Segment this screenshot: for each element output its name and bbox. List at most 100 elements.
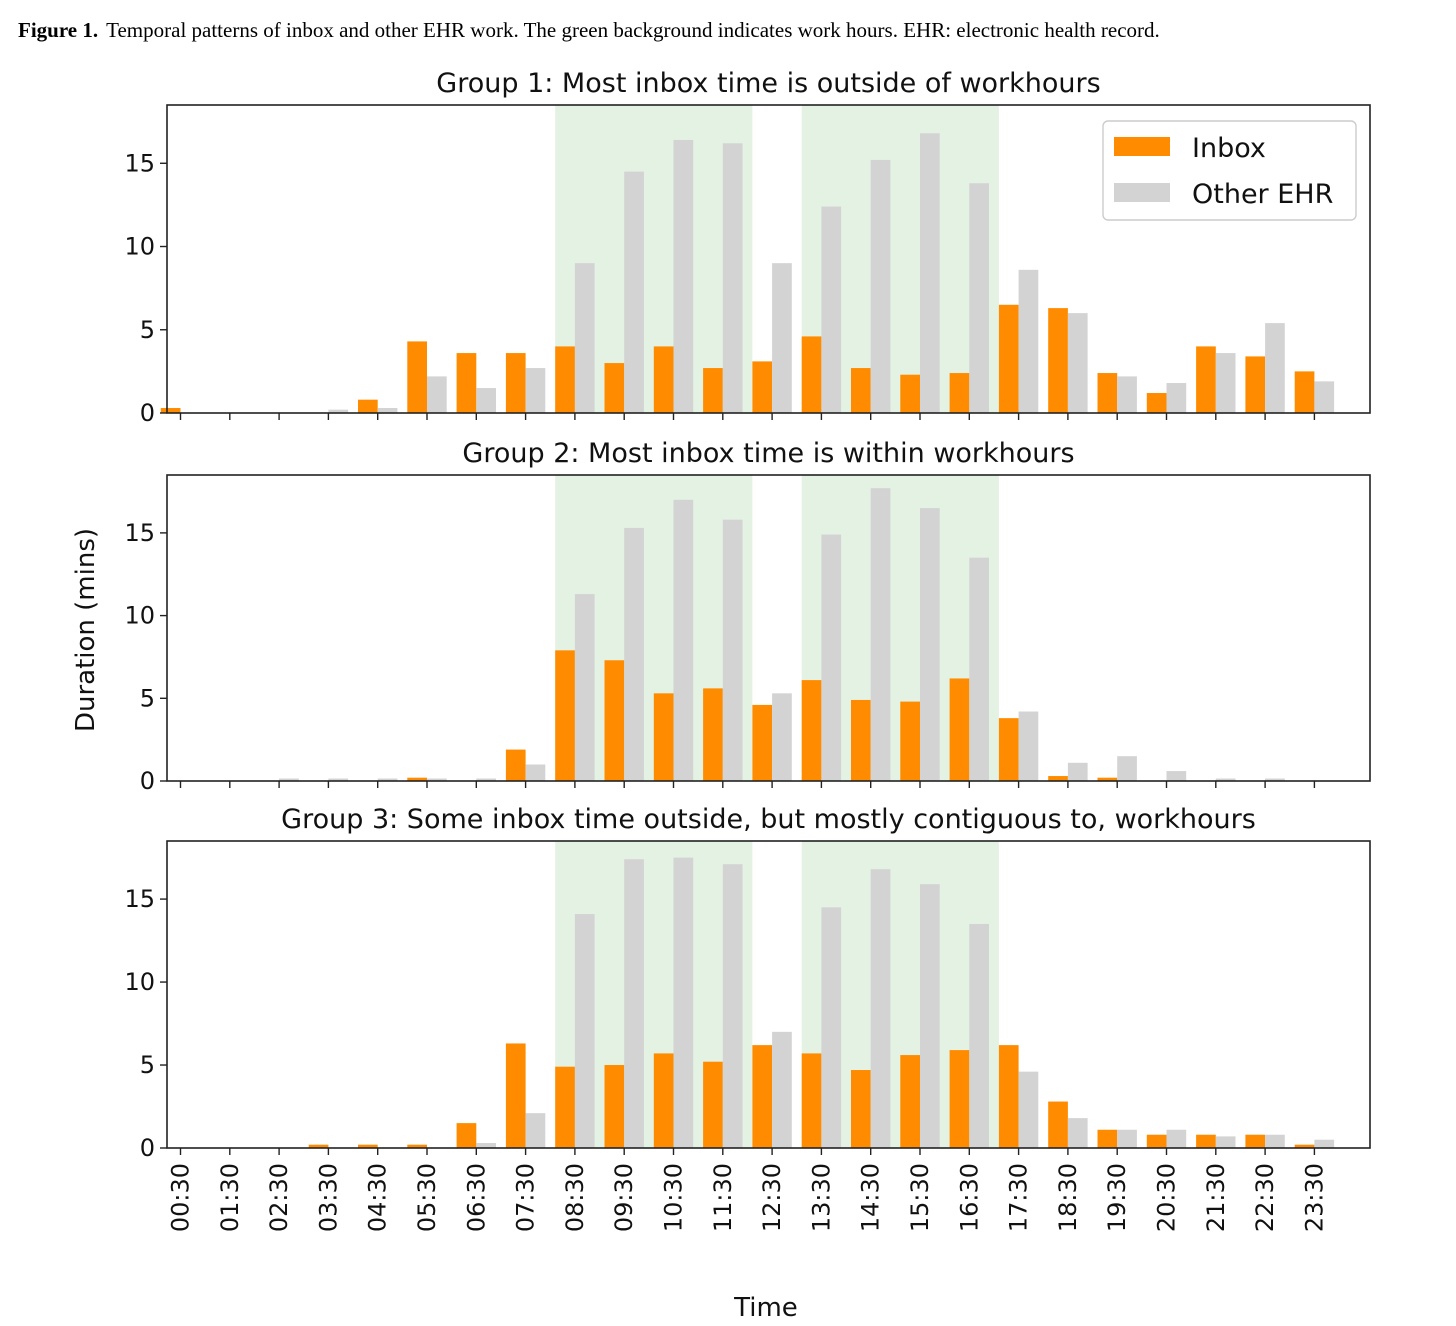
inbox-bar — [1048, 308, 1068, 413]
legend-label-other-ehr: Other EHR — [1192, 179, 1333, 210]
inbox-bar — [555, 650, 575, 781]
other-ehr-bar — [920, 133, 940, 413]
inbox-bar — [1048, 1101, 1068, 1148]
inbox-bar — [1294, 1144, 1315, 1148]
panel-2: 0 5 10 15 Group 2: Most inbox time is within… — [124, 438, 1371, 795]
y-tick-label: 5 — [140, 1051, 155, 1079]
panel-3: 0 5 10 15 Group 3: Some inbox time outside, … — [124, 804, 1371, 1162]
inbox-bar — [653, 693, 674, 781]
panel-frame — [166, 474, 1371, 782]
other-ehr-bar — [1018, 711, 1039, 781]
x-tick-label: 09:30 — [610, 1163, 638, 1232]
other-ehr-bar — [772, 263, 792, 413]
x-tick-label: 10:30 — [660, 1163, 688, 1232]
other-ehr-bar — [427, 778, 447, 781]
other-ehr-bar — [821, 907, 842, 1148]
y-tick-label: 10 — [124, 968, 155, 996]
inbox-bar — [1097, 777, 1118, 781]
legend-swatch-other-ehr — [1114, 183, 1170, 202]
inbox-bar — [851, 699, 871, 781]
other-ehr-bar — [1215, 1136, 1236, 1148]
y-tick-label: 5 — [140, 316, 155, 344]
x-tick-label: 08:30 — [561, 1163, 589, 1232]
other-ehr-bar — [1314, 1139, 1335, 1148]
other-ehr-bar — [328, 778, 349, 781]
panel-title: Group 2: Most inbox time is within workh… — [462, 438, 1074, 469]
inbox-bar — [1196, 1134, 1216, 1148]
other-ehr-bar — [1166, 771, 1187, 781]
figure-caption-text: Temporal patterns of inbox and other EHR… — [106, 18, 1160, 42]
panel-frame — [166, 840, 1371, 1149]
inbox-bar — [998, 718, 1019, 781]
inbox-bar — [801, 680, 822, 781]
inbox-bar — [900, 1055, 920, 1148]
inbox-bar — [505, 1043, 526, 1148]
other-ehr-bar — [476, 388, 496, 413]
other-ehr-bar — [1215, 353, 1236, 413]
inbox-bar — [407, 1144, 427, 1148]
other-ehr-bar — [1018, 269, 1039, 413]
other-ehr-bar — [722, 143, 743, 414]
other-ehr-bar — [1265, 1134, 1285, 1148]
inbox-bar — [456, 353, 477, 413]
inbox-bar — [1097, 373, 1118, 413]
inbox-bar — [1146, 1134, 1167, 1148]
other-ehr-bar — [673, 499, 694, 781]
other-ehr-bar — [1265, 778, 1285, 781]
inbox-bar — [752, 704, 773, 781]
other-ehr-bar — [624, 171, 644, 413]
inbox-bar — [851, 368, 871, 413]
other-ehr-bar — [1166, 1129, 1187, 1148]
other-ehr-bar — [870, 159, 891, 413]
x-axis-label: Time — [733, 1293, 798, 1323]
panel-title: Group 3: Some inbox time outside, but mo… — [281, 804, 1256, 835]
x-tick-label: 06:30 — [462, 1163, 490, 1232]
y-tick-label: 10 — [124, 233, 155, 261]
y-tick-label: 0 — [140, 1134, 155, 1162]
inbox-bar — [358, 399, 378, 413]
x-tick-label: 16:30 — [955, 1163, 983, 1232]
other-ehr-bar — [525, 764, 546, 781]
inbox-bar — [1048, 776, 1068, 781]
other-ehr-bar — [673, 139, 694, 413]
inbox-bar — [1146, 393, 1167, 413]
inbox-bar — [407, 341, 427, 413]
inbox-bar — [752, 1045, 773, 1148]
other-ehr-bar — [722, 864, 743, 1148]
x-tick-label: 07:30 — [512, 1163, 540, 1232]
other-ehr-bar — [1117, 1129, 1137, 1148]
inbox-bar — [505, 749, 526, 781]
inbox-bar — [949, 373, 970, 413]
y-tick-label: 15 — [124, 885, 155, 913]
other-ehr-bar — [525, 1113, 546, 1148]
other-ehr-bar — [476, 1143, 496, 1148]
inbox-bar — [160, 408, 181, 413]
other-ehr-bar — [722, 519, 743, 781]
legend: Inbox Other EHR — [1102, 120, 1357, 221]
inbox-bar — [555, 346, 575, 413]
other-ehr-bar — [1265, 323, 1285, 413]
other-ehr-bar — [574, 594, 595, 781]
other-ehr-bar — [1166, 383, 1187, 413]
inbox-bar — [900, 374, 920, 413]
inbox-bar — [900, 701, 920, 781]
other-ehr-bar — [1117, 756, 1137, 781]
inbox-bar — [653, 346, 674, 413]
inbox-bar — [604, 363, 625, 413]
inbox-bar — [998, 1045, 1019, 1148]
inbox-bar — [456, 1123, 477, 1148]
other-ehr-bar — [969, 923, 989, 1148]
other-ehr-bar — [870, 869, 891, 1148]
inbox-bar — [949, 678, 970, 781]
x-tick-label: 11:30 — [709, 1163, 737, 1232]
other-ehr-bar — [1018, 1071, 1039, 1148]
other-ehr-bar — [328, 409, 349, 413]
inbox-bar — [505, 353, 526, 413]
y-tick-label: 10 — [124, 602, 155, 630]
inbox-bar — [1245, 1134, 1266, 1148]
other-ehr-bar — [1067, 313, 1088, 413]
other-ehr-bar — [377, 408, 398, 413]
y-tick-label: 15 — [124, 149, 155, 177]
y-tick-label: 0 — [140, 767, 155, 795]
